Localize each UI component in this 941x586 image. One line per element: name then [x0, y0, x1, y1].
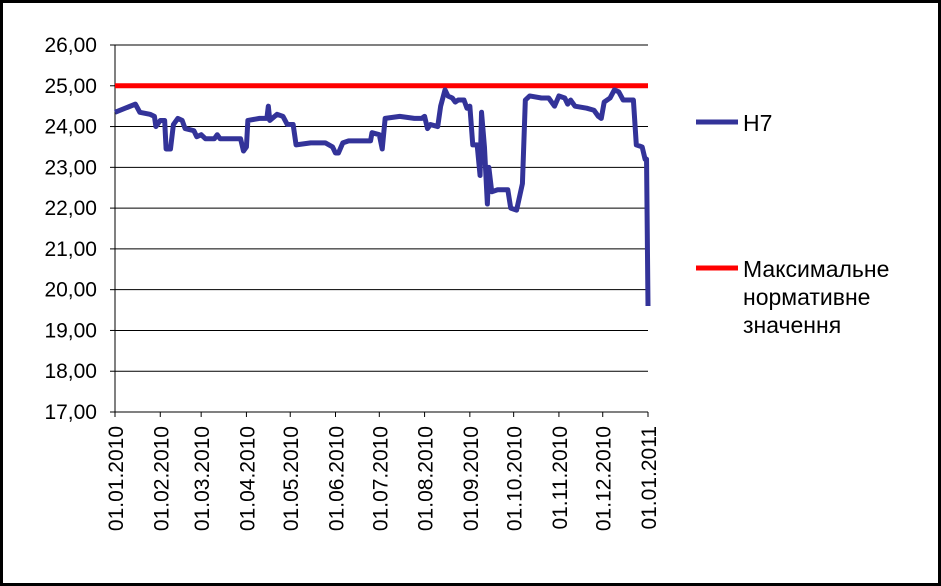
y-tick-label: 17,00	[44, 401, 97, 424]
y-tick-label: 26,00	[44, 34, 97, 57]
x-tick-label: 01.11.2010	[549, 426, 572, 530]
x-tick-label: 01.01.2011	[638, 426, 661, 530]
y-tick-label: 22,00	[44, 197, 97, 220]
x-tick-label: 01.10.2010	[504, 426, 527, 531]
x-tick-label: 01.03.2010	[191, 426, 214, 531]
x-tick-label: 01.06.2010	[326, 426, 349, 531]
x-tick-label: 01.12.2010	[593, 426, 616, 531]
y-tick-label: 25,00	[44, 75, 97, 98]
y-tick-label: 24,00	[44, 116, 97, 139]
chart-area: 17,00 18,00 19,00 20,00 21,00 22,00 23,00 24,00…	[3, 3, 938, 583]
chart: 17,00 18,00 19,00 20,00 21,00 22,00 23,00 24,00…	[44, 34, 738, 531]
y-tick-label: 19,00	[44, 319, 97, 342]
y-tick-label: 21,00	[44, 238, 97, 261]
x-tick-label: 01.09.2010	[460, 426, 483, 531]
series-line	[114, 87, 651, 307]
legend-label: Н7	[743, 110, 773, 136]
x-tick-label: 01.08.2010	[415, 426, 438, 531]
y-tick-label: 20,00	[44, 279, 97, 302]
x-tick-label: 01.05.2010	[280, 426, 303, 531]
x-tick-label: 01.04.2010	[236, 426, 259, 531]
x-tick-label: 01.01.2010	[105, 426, 128, 531]
y-tick-label: 18,00	[44, 360, 97, 383]
x-tick-label: 01.02.2010	[150, 426, 173, 531]
x-tick-label: 01.07.2010	[369, 426, 392, 531]
y-tick-label: 23,00	[44, 156, 97, 179]
legend-label: Максимальне нормативне значення	[743, 256, 890, 338]
